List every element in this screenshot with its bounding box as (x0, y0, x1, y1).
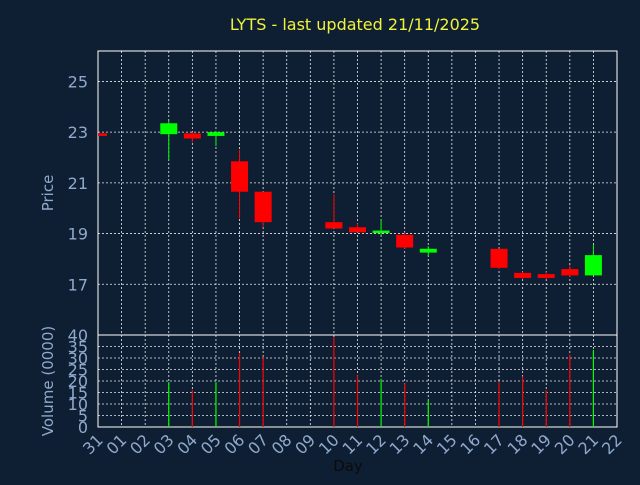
volume-tick-label: 15 (68, 384, 88, 403)
candle-body (372, 230, 390, 234)
price-panel: 17 19 21 23 25 Price (39, 50, 618, 336)
candle-body (514, 272, 532, 278)
candle-body (490, 248, 508, 268)
volume-axis-label: Volume (0000) (39, 326, 57, 436)
price-tick-label: 17 (68, 275, 88, 294)
price-axis-label: Price (39, 175, 57, 212)
price-tick-label: 25 (68, 72, 88, 91)
volume-tick-label: 40 (68, 326, 88, 345)
candle-body (419, 248, 437, 253)
candle-body (349, 227, 366, 233)
candle-body (254, 191, 272, 223)
candle-body (537, 274, 555, 278)
candle-body (561, 269, 579, 276)
volume-tick-label: 5 (78, 407, 88, 426)
x-tick-labels: 3101020304050607080910111213141516171819… (79, 430, 626, 458)
price-tick-label: 21 (68, 174, 88, 193)
volume-tick-label: 20 (68, 372, 88, 391)
chart-title: LYTS - last updated 21/11/2025 (230, 15, 480, 34)
volume-tick-label: 25 (68, 361, 88, 380)
candles (98, 120, 602, 280)
volume-tick-label: 35 (68, 338, 88, 357)
price-grid (98, 51, 617, 335)
x-axis-label: Day (333, 457, 363, 475)
candle-body (160, 123, 178, 135)
price-tick-label: 19 (68, 225, 88, 244)
candle-body (231, 161, 249, 192)
volume-tick-label: 0 (78, 418, 88, 437)
volume-tick-label: 30 (68, 349, 88, 368)
candle-body (396, 234, 414, 248)
candle-body (98, 133, 107, 136)
candle-body (183, 133, 201, 139)
volume-tick-label: 10 (68, 395, 88, 414)
volume-bars (168, 337, 595, 427)
candle-body (584, 255, 602, 276)
price-tick-label: 23 (68, 123, 88, 142)
candle-body (207, 132, 225, 136)
price-tick-labels: 17 19 21 23 25 (68, 72, 88, 294)
candle-body (325, 222, 343, 229)
